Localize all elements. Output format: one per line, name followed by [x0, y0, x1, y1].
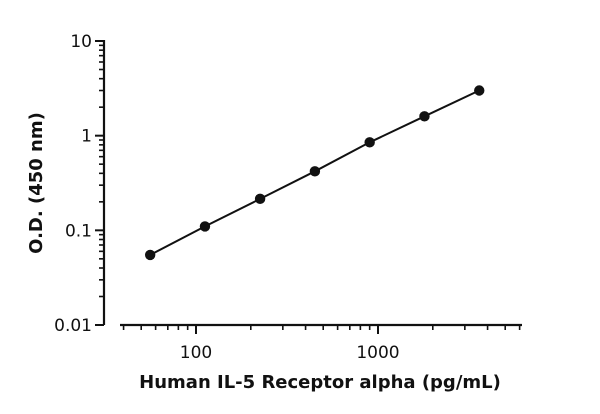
- y-axis-title: O.D. (450 nm): [26, 112, 47, 254]
- tick-labels: 0.01 0.1 1 10 100 1000: [54, 32, 399, 363]
- y-tick-label: 0.01: [54, 316, 92, 336]
- data-point: [254, 193, 266, 205]
- data-point: [474, 85, 485, 96]
- y-tick-label: 10: [70, 32, 92, 52]
- data-point: [419, 111, 430, 122]
- data-point: [144, 249, 156, 261]
- axes: [102, 40, 522, 327]
- x-tick-label: 1000: [356, 343, 399, 363]
- x-axis-title: Human IL-5 Receptor alpha (pg/mL): [139, 372, 501, 393]
- data-point: [199, 221, 211, 232]
- plot-area: [144, 85, 485, 261]
- y-tick-label: 1: [81, 127, 92, 147]
- data-point: [309, 166, 321, 177]
- x-tick-label: 100: [180, 343, 212, 363]
- ticks: [95, 40, 521, 334]
- y-tick-label: 0.1: [65, 221, 92, 241]
- data-point: [364, 137, 375, 148]
